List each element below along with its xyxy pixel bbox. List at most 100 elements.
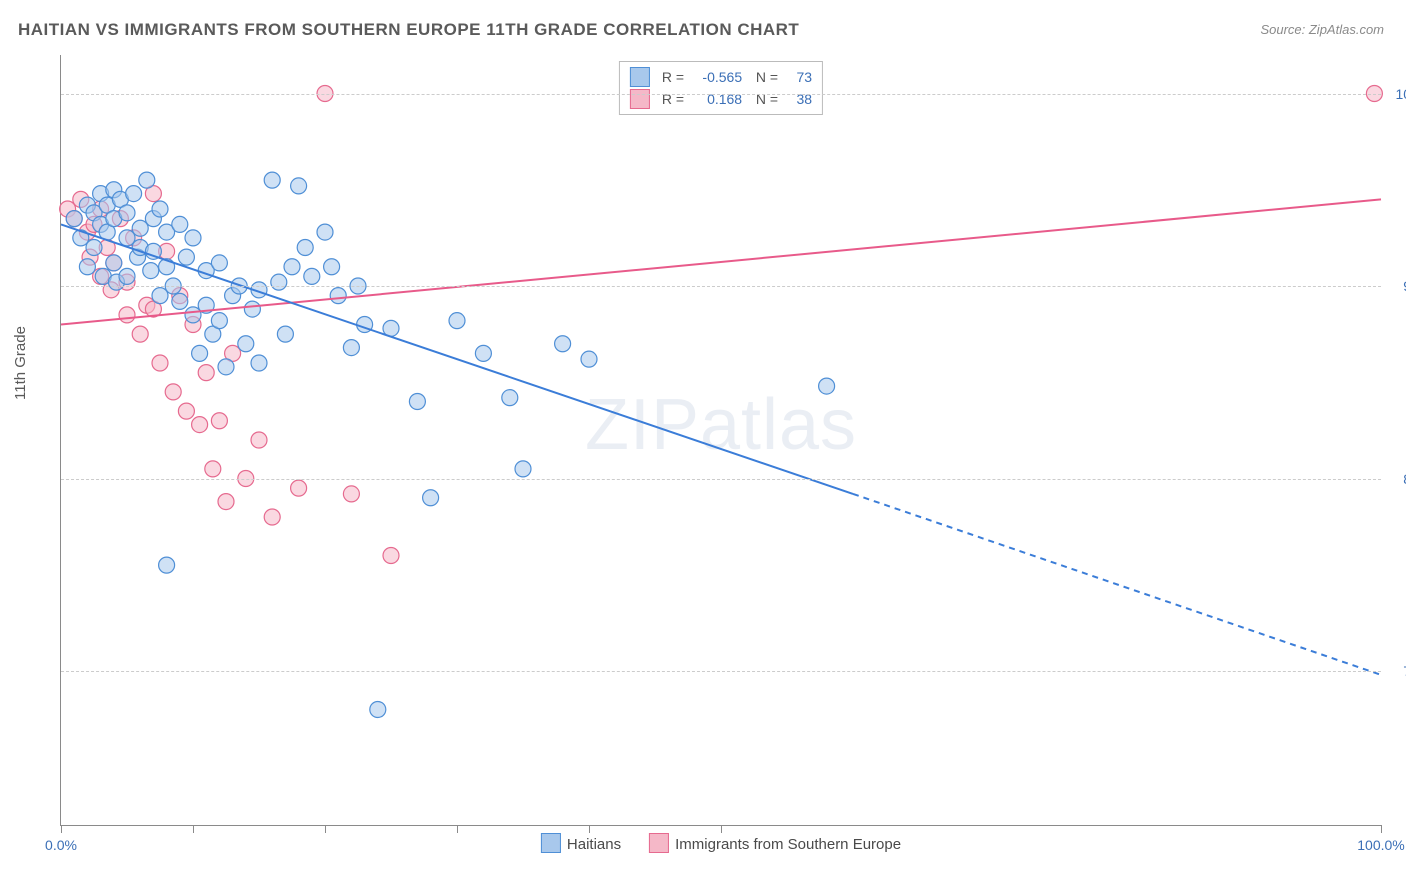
scatter-point <box>291 480 307 496</box>
scatter-point <box>192 417 208 433</box>
scatter-point <box>324 259 340 275</box>
scatter-point <box>165 384 181 400</box>
scatter-point <box>119 307 135 323</box>
scatter-point <box>132 326 148 342</box>
top-legend: R = -0.565 N = 73 R = 0.168 N = 38 <box>619 61 823 115</box>
legend-swatch <box>630 67 650 87</box>
x-tick <box>589 825 590 833</box>
scatter-point <box>284 259 300 275</box>
gridline <box>61 671 1381 672</box>
x-tick <box>61 825 62 833</box>
scatter-point <box>423 490 439 506</box>
top-legend-row: R = -0.565 N = 73 <box>630 66 812 88</box>
scatter-point <box>211 255 227 271</box>
scatter-point <box>271 274 287 290</box>
legend-n-label: N = <box>748 66 778 88</box>
scatter-point <box>277 326 293 342</box>
scatter-point <box>218 359 234 375</box>
scatter-point <box>343 340 359 356</box>
scatter-point <box>185 307 201 323</box>
legend-n-value: 38 <box>784 88 812 110</box>
scatter-point <box>119 205 135 221</box>
chart-title: HAITIAN VS IMMIGRANTS FROM SOUTHERN EURO… <box>18 20 799 40</box>
x-tick <box>457 825 458 833</box>
scatter-point <box>192 345 208 361</box>
scatter-point <box>383 548 399 564</box>
scatter-point <box>119 230 135 246</box>
scatter-point <box>502 390 518 406</box>
scatter-point <box>370 702 386 718</box>
legend-n-label: N = <box>748 88 778 110</box>
regression-line-blue-dashed <box>853 494 1381 675</box>
scatter-point <box>211 413 227 429</box>
legend-r-label: R = <box>662 88 684 110</box>
x-tick <box>721 825 722 833</box>
scatter-point <box>79 259 95 275</box>
scatter-point <box>119 268 135 284</box>
gridline <box>61 286 1381 287</box>
scatter-point <box>304 268 320 284</box>
scatter-point <box>126 186 142 202</box>
scatter-point <box>178 249 194 265</box>
scatter-point <box>132 220 148 236</box>
scatter-point <box>211 313 227 329</box>
bottom-legend-label: Haitians <box>567 836 621 853</box>
scatter-point <box>251 355 267 371</box>
scatter-point <box>185 230 201 246</box>
legend-r-value: 0.168 <box>690 88 742 110</box>
gridline <box>61 94 1381 95</box>
top-legend-row: R = 0.168 N = 38 <box>630 88 812 110</box>
scatter-point <box>475 345 491 361</box>
scatter-point <box>139 172 155 188</box>
x-tick <box>325 825 326 833</box>
x-tick <box>1381 825 1382 833</box>
scatter-point <box>291 178 307 194</box>
bottom-legend-item: Immigrants from Southern Europe <box>649 833 901 853</box>
regression-line-blue-solid <box>61 224 853 494</box>
legend-r-label: R = <box>662 66 684 88</box>
scatter-point <box>264 172 280 188</box>
scatter-point <box>178 403 194 419</box>
scatter-point <box>555 336 571 352</box>
scatter-point <box>515 461 531 477</box>
gridline <box>61 479 1381 480</box>
bottom-legend-label: Immigrants from Southern Europe <box>675 836 901 853</box>
x-tick <box>193 825 194 833</box>
scatter-point <box>244 301 260 317</box>
scatter-point <box>819 378 835 394</box>
scatter-point <box>343 486 359 502</box>
legend-swatch <box>649 833 669 853</box>
scatter-point <box>66 211 82 227</box>
chart-svg <box>61 55 1381 825</box>
legend-n-value: 73 <box>784 66 812 88</box>
scatter-point <box>152 288 168 304</box>
scatter-point <box>86 240 102 256</box>
scatter-point <box>152 355 168 371</box>
scatter-point <box>143 263 159 279</box>
scatter-point <box>317 224 333 240</box>
x-tick-label: 100.0% <box>1357 837 1404 853</box>
scatter-point <box>172 216 188 232</box>
scatter-point <box>264 509 280 525</box>
legend-swatch <box>630 89 650 109</box>
plot-area: ZIPatlas R =-0.565 N =73R =0.168 N =38 H… <box>60 55 1381 826</box>
scatter-point <box>449 313 465 329</box>
legend-r-value: -0.565 <box>690 66 742 88</box>
bottom-legend: Haitians Immigrants from Southern Europe <box>541 833 901 853</box>
scatter-point <box>218 494 234 510</box>
legend-swatch <box>541 833 561 853</box>
scatter-point <box>581 351 597 367</box>
scatter-point <box>238 336 254 352</box>
scatter-point <box>159 557 175 573</box>
scatter-point <box>205 461 221 477</box>
scatter-point <box>330 288 346 304</box>
x-tick-label: 0.0% <box>45 837 77 853</box>
chart-source: Source: ZipAtlas.com <box>1260 22 1384 37</box>
scatter-point <box>409 394 425 410</box>
regression-line-pink <box>61 199 1381 324</box>
scatter-point <box>172 293 188 309</box>
scatter-point <box>106 255 122 271</box>
scatter-point <box>152 201 168 217</box>
y-tick-label: 100.0% <box>1396 86 1406 102</box>
bottom-legend-item: Haitians <box>541 833 621 853</box>
